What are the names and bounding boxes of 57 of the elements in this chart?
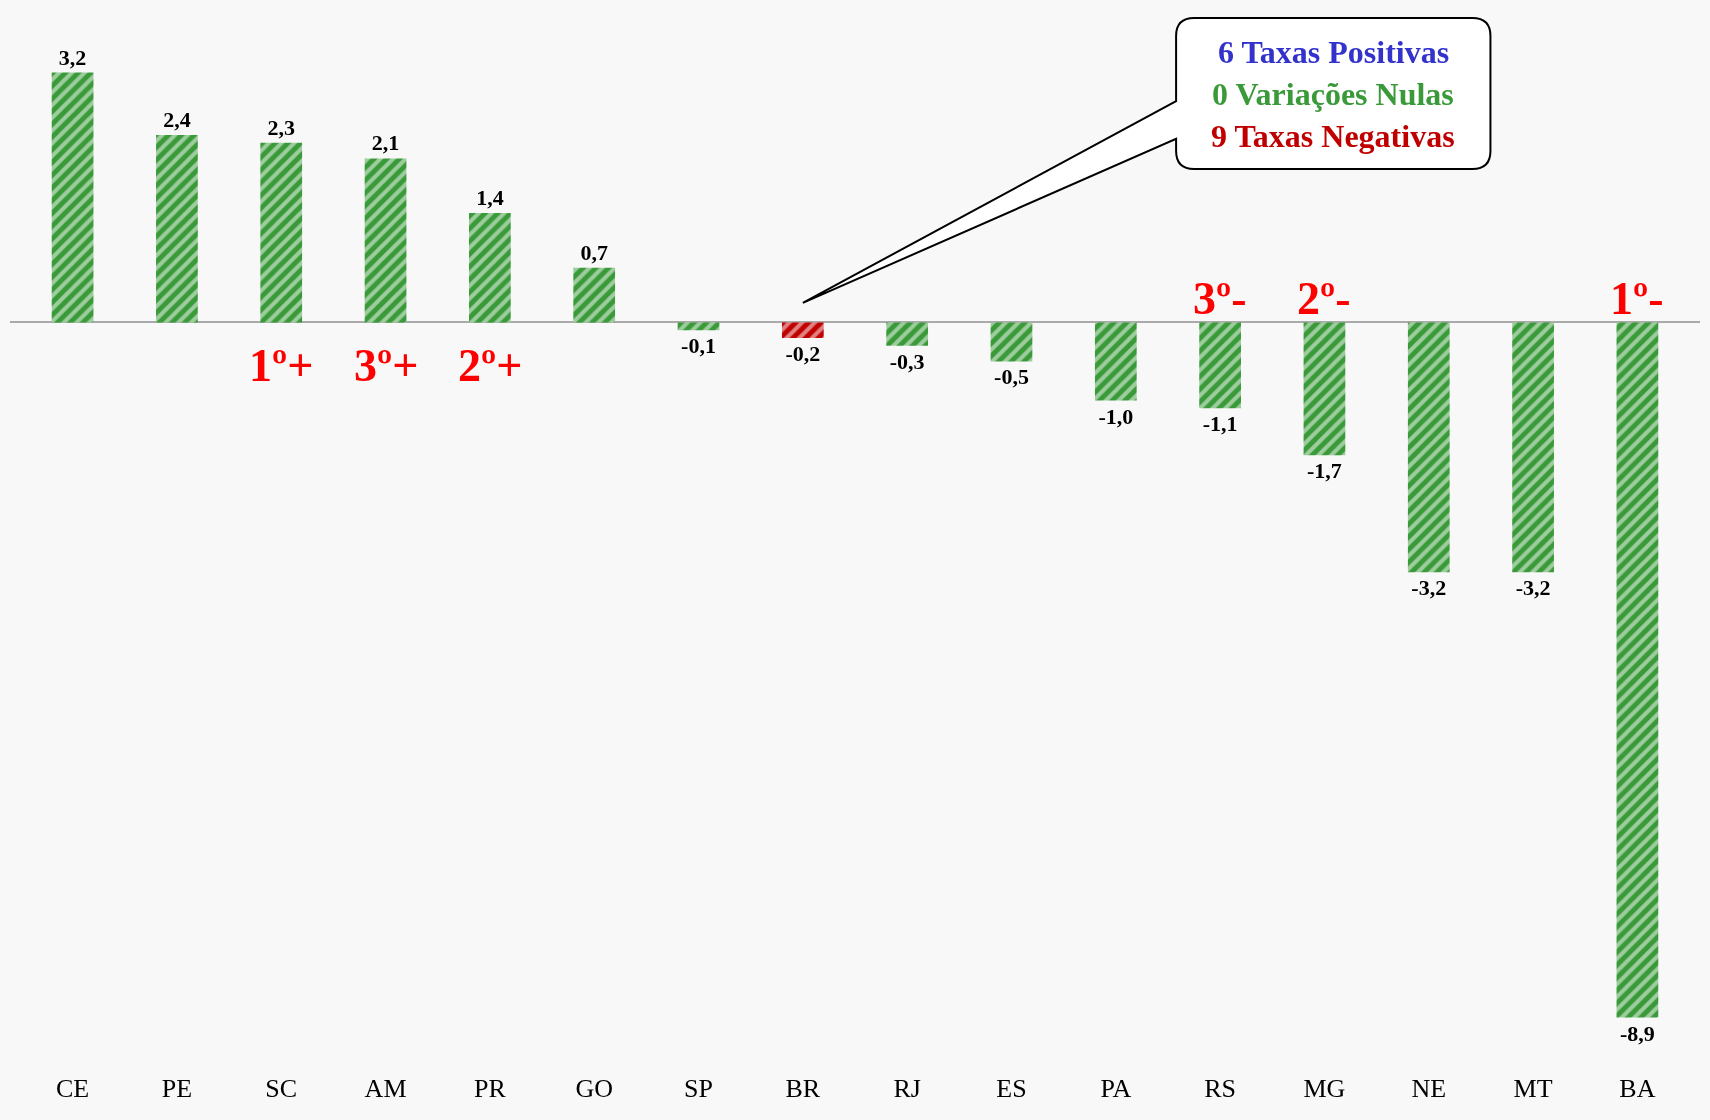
data-label: -1,0 [1098, 403, 1134, 429]
data-label: -0,2 [785, 341, 821, 367]
x-tick-label: MG [1303, 1074, 1346, 1103]
annotation: 3º- [1193, 273, 1247, 324]
x-tick-label: ES [996, 1074, 1027, 1103]
x-tick-label: BA [1619, 1074, 1656, 1103]
data-label: -0,1 [681, 333, 716, 359]
text: 6 Taxas Positivas [1218, 34, 1450, 70]
bar [1512, 322, 1554, 573]
bar [364, 158, 407, 323]
data-label: -3,2 [1411, 575, 1447, 601]
bar [1303, 322, 1346, 456]
data-label: 2,4 [163, 106, 191, 132]
x-tick-label: BR [785, 1074, 821, 1103]
data-label: -3,2 [1515, 575, 1551, 601]
x-tick-label: MT [1513, 1074, 1553, 1103]
annotation: 1º+ [249, 340, 314, 391]
data-label: 2,3 [267, 114, 295, 140]
data-label: -0,3 [889, 348, 925, 374]
bar [781, 322, 824, 339]
data-label: -0,5 [994, 364, 1029, 390]
bar [156, 134, 198, 323]
data-label: 3,2 [58, 44, 87, 70]
bar [260, 142, 303, 323]
x-tick-label: AM [364, 1074, 407, 1103]
x-tick-label: NE [1411, 1074, 1447, 1103]
annotation: 0 Variações Nulas [1212, 76, 1454, 112]
x-tick-label: SP [684, 1074, 713, 1103]
data-label: -8,9 [1619, 1020, 1655, 1046]
x-tick-label: PE [161, 1074, 193, 1103]
data-label: -1,1 [1202, 411, 1238, 437]
bar [469, 213, 511, 323]
bar [1407, 322, 1450, 573]
data-label: 1,4 [476, 185, 504, 211]
annotation: 2º+ [458, 340, 523, 391]
x-tick-label: RJ [893, 1074, 921, 1103]
annotation: 1º- [1610, 273, 1664, 324]
data-label: 2,1 [371, 130, 400, 156]
x-tick-label: PR [473, 1074, 507, 1103]
x-tick-label: RS [1204, 1074, 1237, 1103]
x-tick-label: GO [575, 1074, 613, 1103]
bar [677, 322, 720, 331]
bar [1616, 322, 1659, 1018]
x-tick-label: SC [265, 1074, 298, 1103]
bar [1199, 322, 1241, 409]
x-tick-label: CE [55, 1074, 90, 1103]
bar [1094, 322, 1137, 401]
annotation: 3º+ [354, 340, 419, 391]
annotation: 9 Taxas Negativas [1211, 118, 1455, 154]
bar [990, 322, 1033, 362]
x-tick-label: PA [1100, 1074, 1132, 1103]
annotation: 2º- [1297, 273, 1351, 324]
data-label: -1,7 [1307, 458, 1342, 484]
bar [51, 72, 94, 323]
data-label: 0,7 [580, 239, 608, 265]
bar [886, 322, 929, 346]
bar [573, 267, 616, 323]
